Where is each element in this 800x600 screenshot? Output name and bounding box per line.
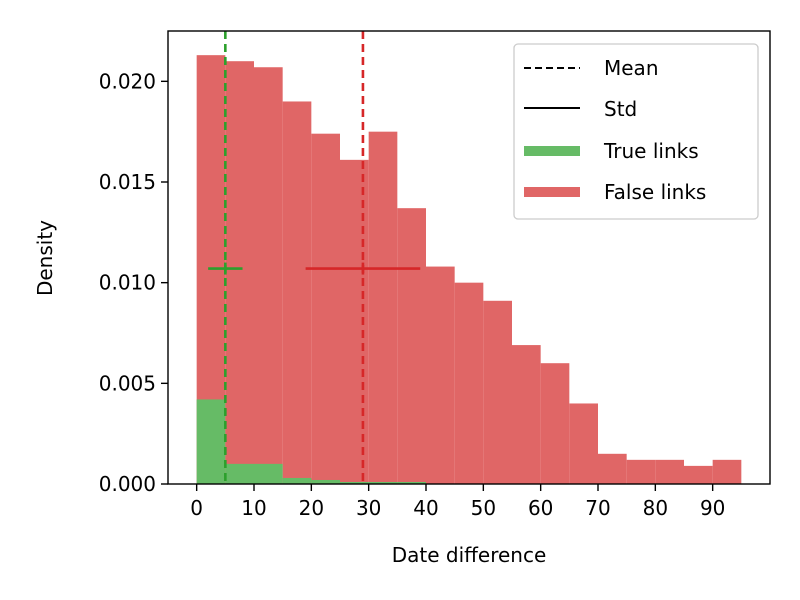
- false-links-bar: [454, 282, 484, 484]
- x-tick-label: 70: [585, 496, 610, 520]
- false-links-bar: [254, 67, 283, 485]
- false-links-bar: [426, 266, 455, 484]
- x-axis-label: Date difference: [392, 543, 547, 567]
- legend-true-links-swatch: [524, 146, 580, 156]
- plot-frame: [167, 30, 771, 485]
- false-links-bar: [368, 131, 398, 484]
- true-links-bar: [311, 479, 340, 484]
- x-tick-label: 50: [471, 496, 496, 520]
- false-links-bar: [512, 345, 541, 484]
- false-links-bar: [340, 159, 369, 484]
- x-tick-label: 10: [241, 496, 266, 520]
- y-tick-label: 0.020: [99, 69, 156, 93]
- false-links-bar: [540, 363, 570, 484]
- y-axis-ticks: 0.000 0.005 0.010 0.015 0.020: [99, 69, 168, 496]
- legend-false-links-swatch: [524, 187, 580, 197]
- false-links-bar: [282, 101, 312, 484]
- y-axis-label: Density: [33, 220, 57, 296]
- false-links-bar: [712, 459, 742, 484]
- x-tick-label: 90: [700, 496, 725, 520]
- false-links-bar: [655, 459, 684, 484]
- y-tick-label: 0.000: [99, 472, 156, 496]
- legend-frame: [513, 43, 759, 220]
- x-tick-label: 20: [299, 496, 324, 520]
- false-links-bar: [397, 208, 426, 484]
- false-links-bar: [598, 453, 627, 484]
- true-links-bars: [196, 399, 426, 484]
- true-links-bar: [196, 399, 226, 484]
- legend-false-links-label: False links: [604, 180, 706, 204]
- legend-mean-label: Mean: [604, 56, 659, 80]
- y-tick-label: 0.015: [99, 170, 156, 194]
- std-markers: [208, 262, 421, 275]
- true-links-bar: [282, 477, 312, 484]
- true-links-bar: [397, 481, 426, 484]
- y-tick-label: 0.010: [99, 271, 156, 295]
- false-links-bar: [626, 459, 656, 484]
- x-axis-ticks: 0 10 20 30 40 50 60 70 80 90: [190, 484, 725, 520]
- x-tick-label: 30: [356, 496, 381, 520]
- legend-std-label: Std: [604, 97, 637, 121]
- x-tick-label: 40: [413, 496, 438, 520]
- false-links-bar: [684, 465, 713, 484]
- false-links-bar: [483, 300, 512, 484]
- false-links-bar: [569, 403, 598, 484]
- x-tick-label: 80: [643, 496, 668, 520]
- y-tick-label: 0.005: [99, 371, 156, 395]
- legend: Mean Std True links False links: [513, 43, 759, 220]
- true-links-bar: [340, 481, 369, 484]
- x-tick-label: 0: [190, 496, 203, 520]
- true-links-bar: [225, 463, 254, 484]
- true-links-bar: [254, 463, 283, 484]
- true-links-bar: [368, 481, 398, 484]
- legend-true-links-label: True links: [603, 139, 699, 163]
- mean-lines: [224, 31, 365, 484]
- false-links-bar: [311, 133, 340, 484]
- false-links-bar: [225, 61, 254, 484]
- x-tick-label: 60: [528, 496, 553, 520]
